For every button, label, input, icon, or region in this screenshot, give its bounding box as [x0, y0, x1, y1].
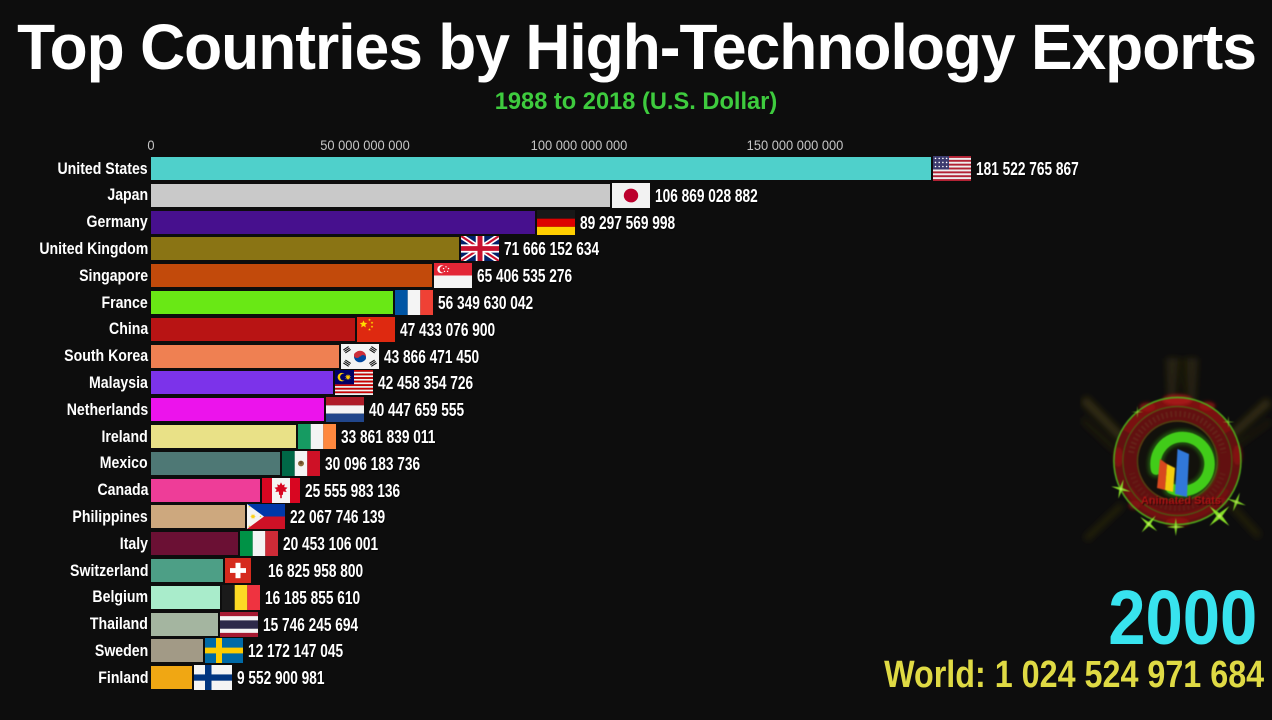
svg-text:Animated Stats: Animated Stats: [1142, 496, 1222, 508]
svg-text:Animated Stats: Animated Stats: [1141, 495, 1221, 507]
